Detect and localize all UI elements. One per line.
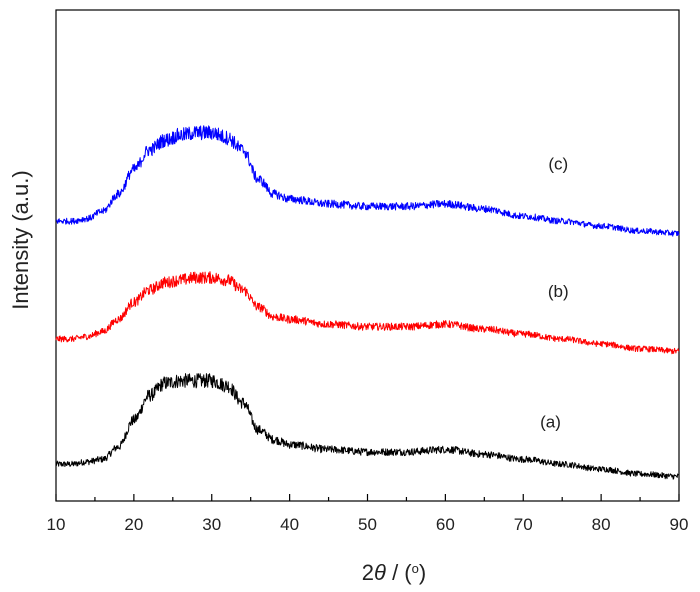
x-tick-label: 30 [202, 515, 221, 534]
degree-symbol: o [412, 561, 419, 576]
x-tick-label: 70 [514, 515, 533, 534]
series-label-b: (b) [548, 282, 569, 301]
y-axis-label: Intensity (a.u.) [8, 170, 33, 309]
series-labels: (a) (b) (c) [540, 155, 569, 432]
theta-symbol: θ [374, 560, 386, 585]
series-label-c: (c) [548, 155, 568, 174]
x-tick-label: 80 [592, 515, 611, 534]
plot-frame [55, 9, 680, 502]
series-label-a: (a) [540, 412, 561, 431]
series-trace-a [55, 373, 680, 480]
x-tick-label: 50 [358, 515, 377, 534]
x-tick-label: 20 [124, 515, 143, 534]
x-tick-label: 10 [47, 515, 66, 534]
x-tick-label: 90 [670, 515, 689, 534]
series-trace-c [55, 125, 680, 237]
x-axis-label: 2θ / (o) [362, 560, 426, 585]
series-traces [55, 125, 680, 480]
series-trace-b [55, 271, 680, 355]
x-tick-label: 40 [280, 515, 299, 534]
x-tick-label: 60 [436, 515, 455, 534]
x-axis-tick-labels: 10 20 30 40 50 60 70 80 90 [47, 515, 689, 534]
x-axis-ticks [55, 494, 680, 501]
